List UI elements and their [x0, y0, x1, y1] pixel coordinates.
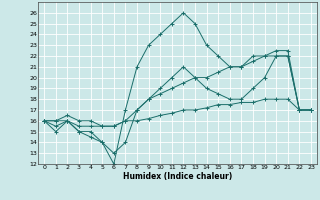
X-axis label: Humidex (Indice chaleur): Humidex (Indice chaleur): [123, 172, 232, 181]
